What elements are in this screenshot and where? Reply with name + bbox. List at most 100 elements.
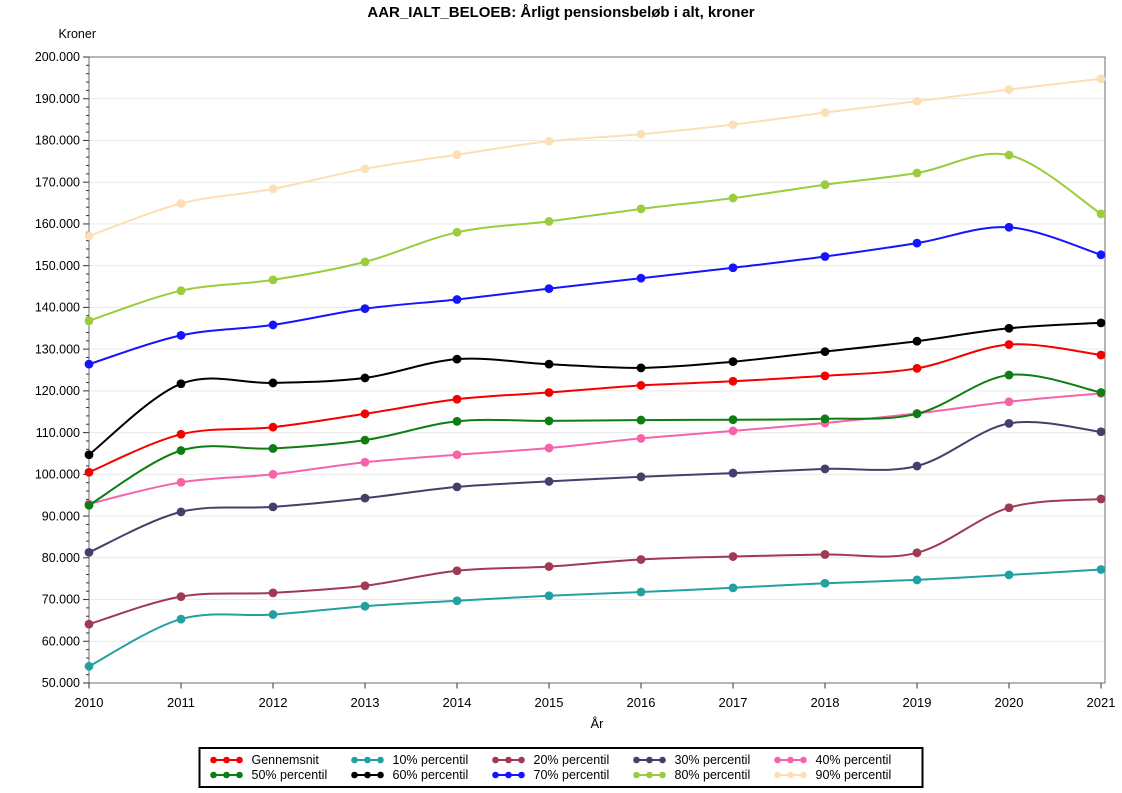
data-point-10-percentil	[360, 601, 370, 611]
data-point-80-percentil	[360, 257, 370, 267]
legend-label: 10% percentil	[392, 753, 469, 767]
legend-label: 80% percentil	[674, 768, 751, 782]
data-point-90-percentil	[452, 150, 462, 160]
series-marker-icon	[351, 771, 384, 779]
legend-label: 50% percentil	[251, 768, 328, 782]
data-point-70-percentil	[84, 359, 94, 369]
data-point-80-percentil	[452, 227, 462, 237]
data-point-70-percentil	[728, 263, 738, 273]
series-line-80-percentil	[88, 152, 1102, 322]
data-point-20-percentil	[636, 555, 646, 564]
series-line-30-percentil	[88, 420, 1102, 554]
data-point-50-percentil	[268, 444, 278, 453]
legend-item-50-percentil: 50% percentil	[209, 768, 350, 782]
data-point-40-percentil	[544, 443, 554, 453]
data-point-40-percentil	[728, 426, 738, 436]
data-point-10-percentil	[636, 587, 646, 597]
y-tick-label: 130.000	[35, 342, 80, 356]
data-point-30-percentil	[176, 507, 186, 517]
data-point-gennemsnit	[452, 394, 462, 404]
data-point-30-percentil	[820, 464, 830, 474]
data-point-30-percentil	[452, 482, 462, 492]
legend-item-20-percentil: 20% percentil	[491, 753, 632, 767]
data-point-70-percentil	[176, 330, 186, 340]
y-tick-label: 120.000	[35, 384, 80, 398]
data-point-60-percentil	[728, 357, 738, 367]
data-point-70-percentil	[912, 238, 922, 248]
y-tick-label: 170.000	[35, 175, 80, 189]
data-point-90-percentil	[912, 96, 922, 106]
data-point-80-percentil	[636, 204, 646, 214]
series-marker-icon	[633, 756, 666, 764]
data-point-60-percentil	[84, 450, 94, 460]
data-point-40-percentil	[360, 457, 370, 467]
data-point-10-percentil	[452, 596, 462, 606]
data-point-gennemsnit	[728, 376, 738, 386]
data-point-90-percentil	[636, 129, 646, 139]
data-point-70-percentil	[1096, 250, 1106, 260]
y-tick-label: 180.000	[35, 134, 80, 148]
series-line-40-percentil	[88, 392, 1102, 505]
legend-item-gennemsnit: Gennemsnit	[209, 753, 350, 767]
x-tick-label: 2011	[167, 695, 195, 710]
data-point-50-percentil	[912, 409, 922, 419]
data-point-40-percentil	[176, 477, 186, 487]
x-axis-title: År	[590, 716, 604, 731]
data-point-10-percentil	[912, 575, 922, 585]
data-point-60-percentil	[1096, 318, 1106, 328]
data-point-90-percentil	[84, 231, 94, 241]
data-point-gennemsnit	[636, 381, 646, 390]
data-point-20-percentil	[912, 548, 922, 558]
data-point-30-percentil	[1096, 427, 1106, 437]
data-point-gennemsnit	[84, 467, 94, 477]
data-point-gennemsnit	[544, 388, 554, 397]
data-point-80-percentil	[176, 286, 186, 296]
x-tick-label: 2015	[535, 695, 564, 710]
legend-label: 60% percentil	[392, 768, 469, 782]
legend-item-30-percentil: 30% percentil	[632, 753, 773, 767]
chart-title: AAR_IALT_BELOEB: Årligt pensionsbeløb i …	[367, 4, 755, 21]
data-point-60-percentil	[452, 354, 462, 364]
legend-label: 70% percentil	[533, 768, 610, 782]
data-point-90-percentil	[1004, 85, 1014, 94]
data-point-30-percentil	[1004, 419, 1014, 428]
y-tick-label: 160.000	[35, 217, 80, 231]
data-point-gennemsnit	[1004, 340, 1014, 349]
data-point-30-percentil	[544, 477, 554, 486]
y-tick-label: 190.000	[35, 92, 80, 106]
data-point-20-percentil	[360, 581, 370, 591]
data-point-90-percentil	[820, 108, 830, 117]
data-point-50-percentil	[360, 435, 370, 445]
data-point-20-percentil	[1004, 503, 1014, 513]
data-point-60-percentil	[1004, 323, 1014, 333]
series-marker-icon	[492, 771, 525, 779]
data-point-90-percentil	[728, 120, 738, 130]
data-point-30-percentil	[360, 493, 370, 503]
data-point-70-percentil	[452, 295, 462, 304]
data-point-90-percentil	[544, 136, 554, 146]
y-axis-title: Kroner	[58, 27, 96, 41]
y-tick-label: 140.000	[35, 301, 80, 315]
data-point-gennemsnit	[1096, 350, 1106, 360]
data-point-20-percentil	[728, 552, 738, 561]
data-point-50-percentil	[728, 415, 738, 425]
data-point-60-percentil	[268, 378, 278, 388]
y-tick-label: 150.000	[35, 259, 80, 273]
data-point-60-percentil	[360, 373, 370, 383]
series-marker-icon	[351, 756, 384, 764]
data-point-50-percentil	[452, 416, 462, 426]
data-point-gennemsnit	[360, 409, 370, 419]
data-point-30-percentil	[84, 547, 94, 557]
legend-item-90-percentil: 90% percentil	[773, 768, 914, 782]
series-line-50-percentil	[88, 373, 1102, 507]
data-point-70-percentil	[1004, 222, 1014, 232]
legend-item-80-percentil: 80% percentil	[632, 768, 773, 782]
y-tick-label: 90.000	[42, 509, 80, 523]
series-marker-icon	[774, 771, 807, 779]
data-point-30-percentil	[728, 468, 738, 478]
data-point-10-percentil	[84, 661, 94, 671]
data-point-90-percentil	[176, 199, 186, 208]
x-tick-label: 2018	[811, 695, 840, 710]
data-point-60-percentil	[820, 347, 830, 357]
